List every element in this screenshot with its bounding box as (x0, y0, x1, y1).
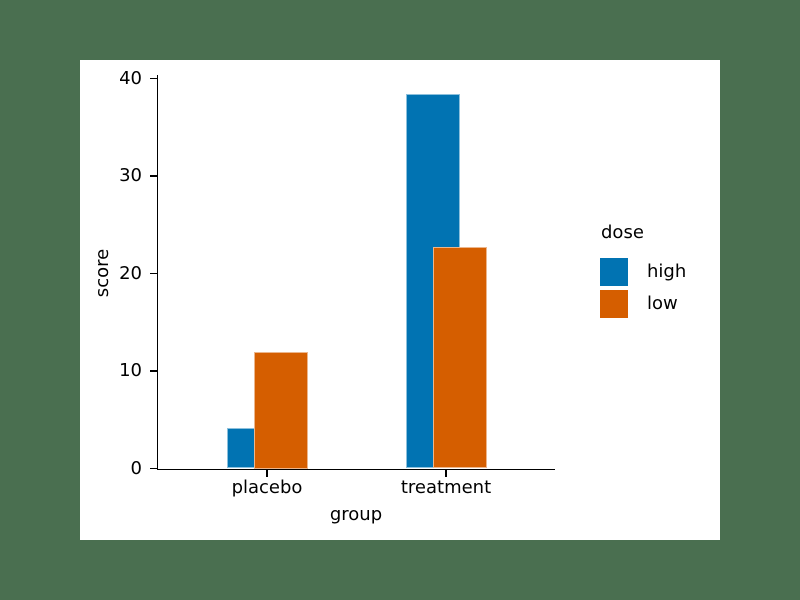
y-tick-label: 30 (119, 165, 142, 186)
y-tick-mark (149, 370, 157, 372)
y-tick-label: 20 (119, 262, 142, 284)
x-tick-label: placebo (231, 477, 303, 498)
y-tick-mark (149, 272, 157, 275)
y-axis-label: score (92, 248, 113, 298)
y-tick-label: 0 (130, 457, 142, 479)
x-axis-spine (156, 468, 555, 470)
x-tick-mark (445, 470, 447, 477)
legend-label-low: low (647, 293, 678, 314)
bar-treatment-low (432, 247, 487, 469)
legend-swatch-low (600, 290, 628, 318)
legend-swatch-high (600, 258, 628, 286)
legend-label-high: high (647, 261, 687, 282)
y-tick-mark (149, 175, 157, 177)
y-axis-spine (156, 75, 158, 469)
y-tick-mark (149, 467, 157, 470)
bar-placebo-low (253, 351, 308, 469)
x-axis-label: group (329, 504, 383, 525)
plot-figure: 0 10 20 30 40 placebo treatment score group do… (80, 60, 720, 540)
x-tick-label: treatment (400, 477, 492, 498)
legend-title: dose (601, 222, 644, 243)
x-tick-mark (266, 470, 268, 477)
y-tick-mark (149, 77, 157, 80)
y-tick-label: 40 (119, 67, 142, 89)
y-tick-label: 10 (119, 360, 142, 381)
